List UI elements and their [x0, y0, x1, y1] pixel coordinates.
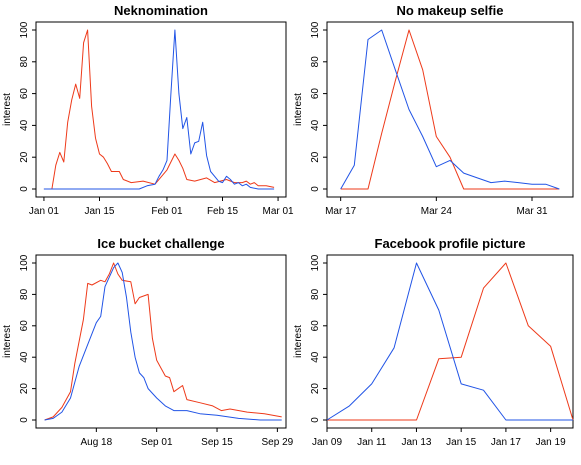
y-tick-label: 100	[310, 21, 321, 38]
chart-title: No makeup selfie	[397, 3, 504, 18]
y-tick-label: 60	[310, 320, 321, 332]
y-tick-label: 100	[19, 21, 30, 38]
y-tick-label: 0	[310, 186, 321, 192]
series-line	[44, 262, 282, 421]
y-tick-label: 40	[19, 119, 30, 131]
x-tick-label: Mar 01	[263, 206, 295, 217]
series-line	[326, 262, 573, 421]
x-tick-label: Jan 01	[29, 206, 59, 217]
x-tick-label: Jan 17	[491, 437, 521, 448]
chart-panel: Ice bucket challenge interest 0 20 40 60 80 100…	[2, 236, 294, 448]
y-axis-label: interest	[2, 93, 13, 126]
series-line	[44, 262, 282, 421]
chart-panel: Facebook profile picture interest 0 20 40 60 8…	[293, 236, 574, 448]
y-tick-label: 0	[19, 417, 30, 423]
y-axis-label: interest	[2, 325, 13, 358]
y-tick-label: 100	[310, 254, 321, 271]
x-tick-label: Jan 13	[401, 437, 431, 448]
y-tick-label: 20	[310, 383, 321, 395]
y-tick-label: 60	[310, 88, 321, 100]
plot-frame	[35, 21, 287, 198]
y-tick-label: 60	[19, 320, 30, 332]
y-tick-label: 20	[310, 151, 321, 163]
series-line	[340, 29, 560, 190]
plot-frame	[35, 254, 287, 429]
x-tick-label: Jan 15	[84, 206, 114, 217]
x-tick-label: Mar 31	[516, 206, 548, 217]
y-tick-label: 40	[310, 119, 321, 131]
y-tick-label: 80	[19, 288, 30, 300]
y-tick-label: 80	[310, 288, 321, 300]
x-tick-label: Sep 29	[262, 437, 294, 448]
y-tick-label: 20	[19, 151, 30, 163]
x-tick-label: Jan 11	[357, 437, 387, 448]
x-tick-label: Feb 15	[207, 206, 239, 217]
y-tick-label: 0	[19, 186, 30, 192]
x-tick-label: Mar 24	[421, 206, 453, 217]
x-tick-label: Jan 15	[446, 437, 476, 448]
y-axis-label: interest	[293, 325, 304, 358]
x-tick-label: Mar 17	[325, 206, 357, 217]
y-tick-label: 40	[310, 351, 321, 363]
y-axis-label: interest	[293, 93, 304, 126]
chart-panel: Neknomination interest 0 20 40 60 80 100 Jan 01 J…	[2, 3, 294, 217]
x-tick-label: Jan 19	[536, 437, 566, 448]
y-tick-label: 40	[19, 351, 30, 363]
x-tick-label: Feb 01	[151, 206, 183, 217]
chart-title: Ice bucket challenge	[97, 236, 224, 251]
y-tick-label: 100	[19, 254, 30, 271]
y-tick-label: 80	[19, 56, 30, 68]
series-line	[340, 29, 560, 190]
plot-frame	[326, 254, 574, 429]
chart-title: Neknomination	[114, 3, 208, 18]
x-tick-label: Jan 09	[312, 437, 342, 448]
y-tick-label: 60	[19, 88, 30, 100]
x-tick-label: Sep 01	[141, 437, 173, 448]
y-tick-label: 80	[310, 56, 321, 68]
series-line	[327, 262, 574, 421]
chart-panel: No makeup selfie interest 0 20 40 60 80 100 Mar …	[293, 3, 574, 217]
x-tick-label: Aug 18	[80, 437, 112, 448]
series-line	[43, 29, 275, 190]
y-tick-label: 20	[19, 383, 30, 395]
y-tick-label: 0	[310, 417, 321, 423]
plot-frame	[326, 21, 574, 198]
x-tick-label: Sep 15	[201, 437, 233, 448]
chart-title: Facebook profile picture	[375, 236, 526, 251]
series-line	[43, 29, 275, 190]
